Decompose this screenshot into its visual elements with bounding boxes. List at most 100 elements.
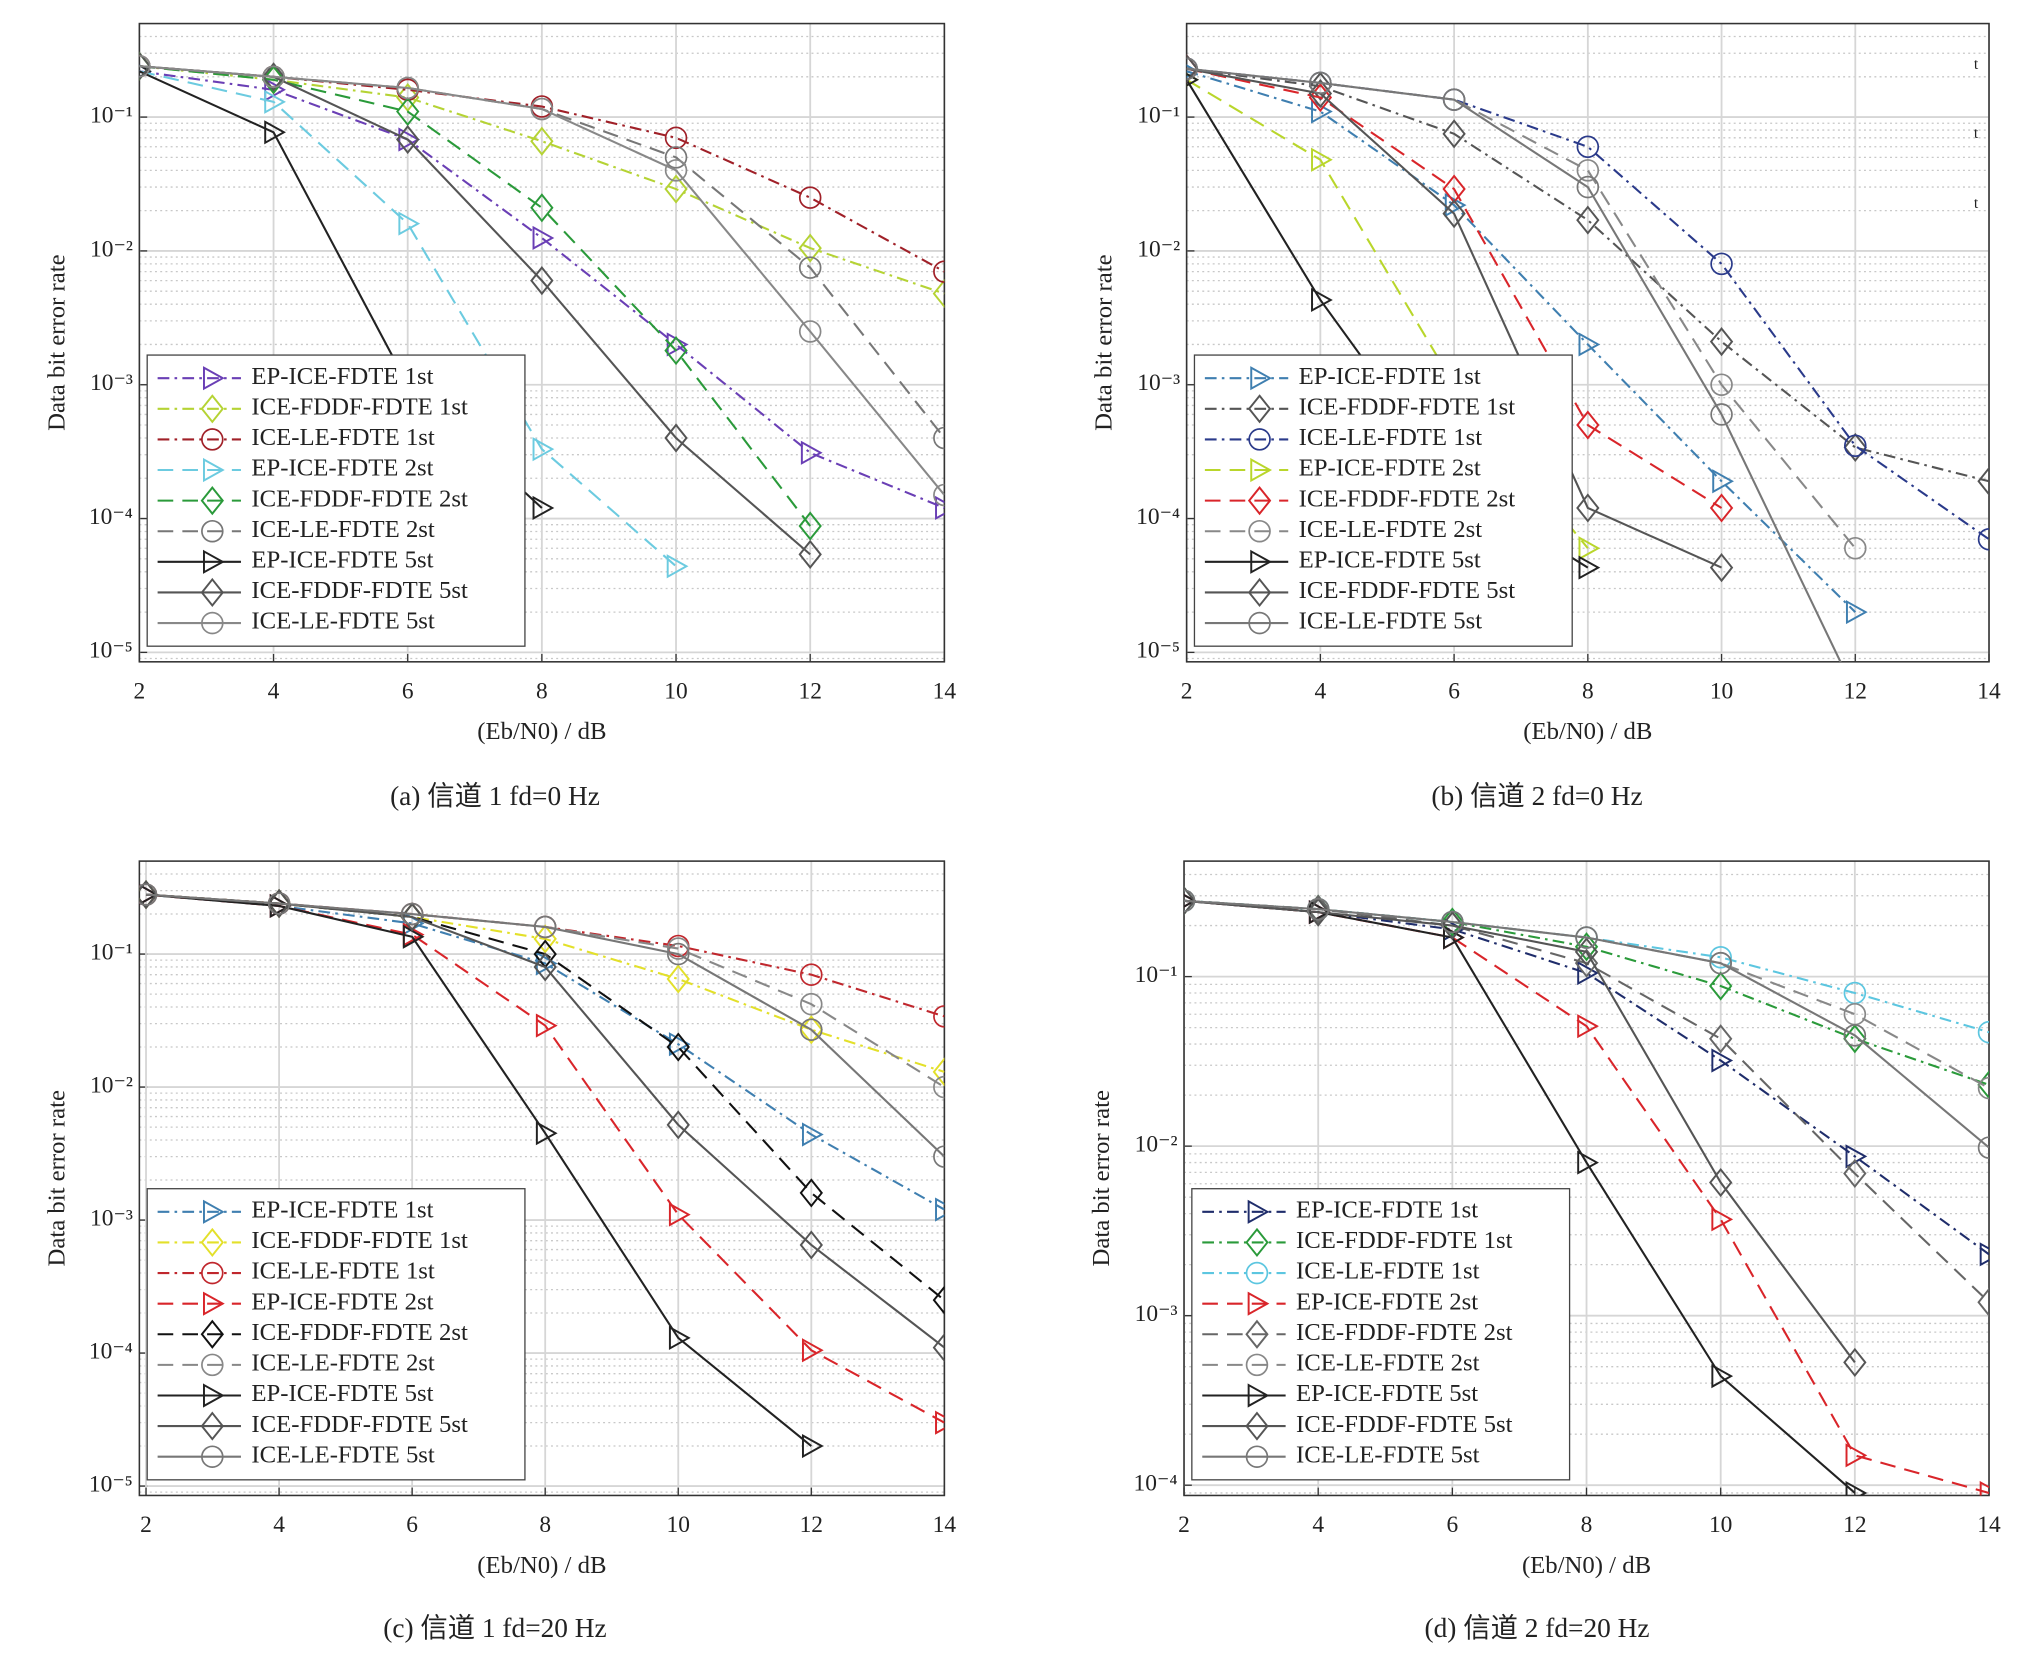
marker bbox=[264, 77, 286, 102]
marker bbox=[1977, 466, 1990, 496]
caption: (c) 信道 1 fd=20 Hz bbox=[383, 1613, 606, 1643]
marker bbox=[1709, 946, 1732, 969]
marker bbox=[664, 126, 688, 150]
marker bbox=[1247, 577, 1272, 608]
marker bbox=[1247, 1291, 1270, 1316]
y-tick-label: 10⁻¹ bbox=[90, 102, 133, 128]
marker bbox=[1843, 1158, 1867, 1189]
marker bbox=[200, 577, 224, 608]
marker bbox=[1248, 519, 1271, 543]
marker bbox=[932, 1057, 945, 1087]
marker bbox=[139, 880, 158, 910]
marker bbox=[933, 260, 945, 283]
marker bbox=[933, 1005, 945, 1028]
y-tick-label: 10⁻³ bbox=[1135, 1301, 1178, 1327]
x-tick-label: 14 bbox=[933, 1512, 957, 1538]
x-tick-label: 14 bbox=[1977, 678, 2001, 704]
marker bbox=[1709, 1024, 1733, 1054]
marker bbox=[535, 1013, 558, 1038]
marker bbox=[203, 366, 225, 391]
legend-label: ICE-LE-FDTE 5st bbox=[1299, 608, 1483, 635]
marker bbox=[200, 1319, 224, 1349]
y-tick-label: 10⁻² bbox=[90, 1072, 133, 1098]
marker bbox=[1575, 926, 1598, 949]
legend-label: ICE-FDDF-FDTE 2st bbox=[1296, 1319, 1513, 1346]
marker bbox=[1308, 78, 1333, 109]
marker bbox=[1574, 948, 1599, 978]
marker bbox=[1576, 159, 1600, 182]
marker bbox=[533, 952, 557, 982]
legend-label: EP-ICE-FDTE 1st bbox=[1299, 363, 1481, 390]
marker bbox=[1844, 536, 1867, 560]
marker bbox=[1576, 205, 1600, 235]
y-tick-label: 10⁻⁴ bbox=[1136, 504, 1180, 530]
caption: (b) 信道 2 fd=0 Hz bbox=[1431, 781, 1642, 811]
marker bbox=[1710, 252, 1733, 276]
x-tick-label: 4 bbox=[1315, 678, 1327, 704]
marker bbox=[1977, 528, 1990, 551]
marker bbox=[801, 1338, 824, 1363]
marker bbox=[1710, 373, 1733, 397]
legend: EP-ICE-FDTE 1st ICE-FDDF-FDTE 1st ICE-LE-F… bbox=[1193, 354, 1573, 647]
marker bbox=[1245, 1411, 1269, 1441]
marker bbox=[1712, 469, 1734, 494]
marker bbox=[200, 486, 224, 516]
marker bbox=[799, 1230, 823, 1260]
marker bbox=[1844, 434, 1867, 458]
legend-label: ICE-FDDF-FDTE 2st bbox=[251, 485, 468, 512]
marker bbox=[1186, 64, 1200, 79]
x-tick-label: 12 bbox=[1843, 1512, 1866, 1538]
marker bbox=[1709, 951, 1732, 975]
x-tick-label: 6 bbox=[402, 678, 414, 704]
marker bbox=[1977, 1136, 1990, 1159]
x-tick-label: 4 bbox=[268, 678, 280, 704]
series-layer bbox=[1184, 886, 1990, 1496]
marker bbox=[200, 1411, 224, 1441]
marker bbox=[400, 902, 424, 926]
marker bbox=[201, 1353, 224, 1377]
marker bbox=[203, 1291, 225, 1316]
marker bbox=[203, 1199, 225, 1224]
marker bbox=[1250, 366, 1273, 391]
marker bbox=[800, 440, 823, 465]
legend-label: EP-ICE-FDTE 2st bbox=[1296, 1288, 1478, 1315]
marker bbox=[1442, 88, 1466, 111]
series-line bbox=[1186, 67, 1722, 569]
x-tick-label: 6 bbox=[1448, 678, 1460, 704]
marker bbox=[666, 554, 689, 579]
x-tick-label: 4 bbox=[1312, 1512, 1324, 1538]
y-tick-label: 10⁻⁴ bbox=[1134, 1471, 1178, 1497]
x-axis-label: (Eb/N0) / dB bbox=[1523, 718, 1652, 745]
marker bbox=[935, 1197, 945, 1222]
marker bbox=[402, 924, 425, 949]
marker bbox=[201, 611, 224, 635]
marker bbox=[798, 539, 822, 569]
legend-label: ICE-FDDF-FDTE 5st bbox=[251, 577, 468, 604]
marker bbox=[935, 495, 945, 521]
x-tick-label: 12 bbox=[798, 678, 821, 704]
marker bbox=[800, 963, 823, 986]
annotation: t bbox=[1974, 56, 1979, 73]
x-tick-label: 6 bbox=[406, 1512, 418, 1538]
marker bbox=[1711, 1048, 1734, 1073]
marker bbox=[1578, 536, 1601, 561]
x-tick-label: 4 bbox=[273, 1512, 285, 1538]
legend-label: ICE-LE-FDTE 5st bbox=[1296, 1441, 1480, 1468]
legend-label: ICE-FDDF-FDTE 2st bbox=[1299, 485, 1516, 512]
x-tick-label: 2 bbox=[1181, 678, 1193, 704]
x-tick-label: 6 bbox=[1446, 1512, 1458, 1538]
marker bbox=[1977, 1020, 1990, 1044]
marker bbox=[1184, 893, 1197, 908]
marker bbox=[396, 124, 420, 155]
legend-label: ICE-FDDF-FDTE 5st bbox=[1296, 1411, 1513, 1438]
legend-label: ICE-LE-FDTE 1st bbox=[251, 1258, 435, 1285]
legend-label: EP-ICE-FDTE 1st bbox=[251, 1196, 433, 1223]
marker bbox=[666, 942, 690, 966]
subplot: 10⁻⁵ 10⁻⁴ 10⁻³ 10⁻² 10⁻¹ 2 4 6 8 10 12 14 EP-ICE-FDT… bbox=[1091, 22, 2001, 811]
x-tick-label: 2 bbox=[1178, 1512, 1190, 1538]
marker bbox=[203, 549, 225, 574]
marker bbox=[1979, 1480, 1990, 1496]
marker bbox=[261, 62, 286, 92]
marker bbox=[668, 1325, 691, 1350]
marker bbox=[1247, 1199, 1270, 1224]
